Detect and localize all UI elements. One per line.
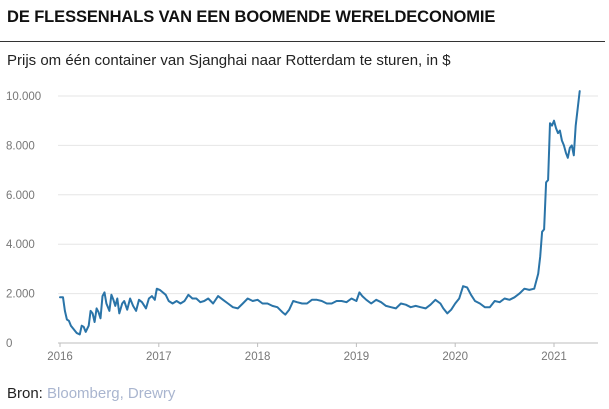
x-axis-ticks: 2016 2017 2018 2019 2020 2021 [47, 343, 567, 363]
y-axis-ticks: 0 2.000 4.000 6.000 8.000 10.000 [6, 91, 41, 350]
chart-title: DE FLESSENHALS VAN EEN BOOMENDE WERELDEC… [7, 8, 496, 26]
x-tick-label: 2017 [146, 351, 172, 363]
line-chart: 0 2.000 4.000 6.000 8.000 10.000 2016 2017 2018… [6, 90, 598, 363]
x-tick-label: 2016 [47, 351, 73, 363]
chart-subtitle: Prijs om één container van Sjanghai naar… [7, 52, 451, 69]
source-note: Bron: Bloomberg, Drewry [7, 385, 175, 402]
y-tick-label: 0 [6, 338, 12, 350]
x-tick-label: 2018 [245, 351, 271, 363]
y-tick-label: 10.000 [6, 91, 41, 103]
x-tick-label: 2021 [541, 351, 567, 363]
price-line [59, 90, 581, 336]
gridlines [58, 95, 598, 344]
source-link[interactable]: Bloomberg, Drewry [47, 385, 176, 402]
source-label: Bron: [7, 385, 43, 402]
y-tick-label: 2.000 [6, 289, 35, 301]
x-tick-label: 2019 [344, 351, 370, 363]
x-tick-label: 2020 [442, 351, 468, 363]
y-tick-label: 6.000 [6, 190, 35, 202]
y-tick-label: 4.000 [6, 239, 35, 251]
y-tick-label: 8.000 [6, 140, 35, 152]
title-divider [0, 41, 605, 42]
